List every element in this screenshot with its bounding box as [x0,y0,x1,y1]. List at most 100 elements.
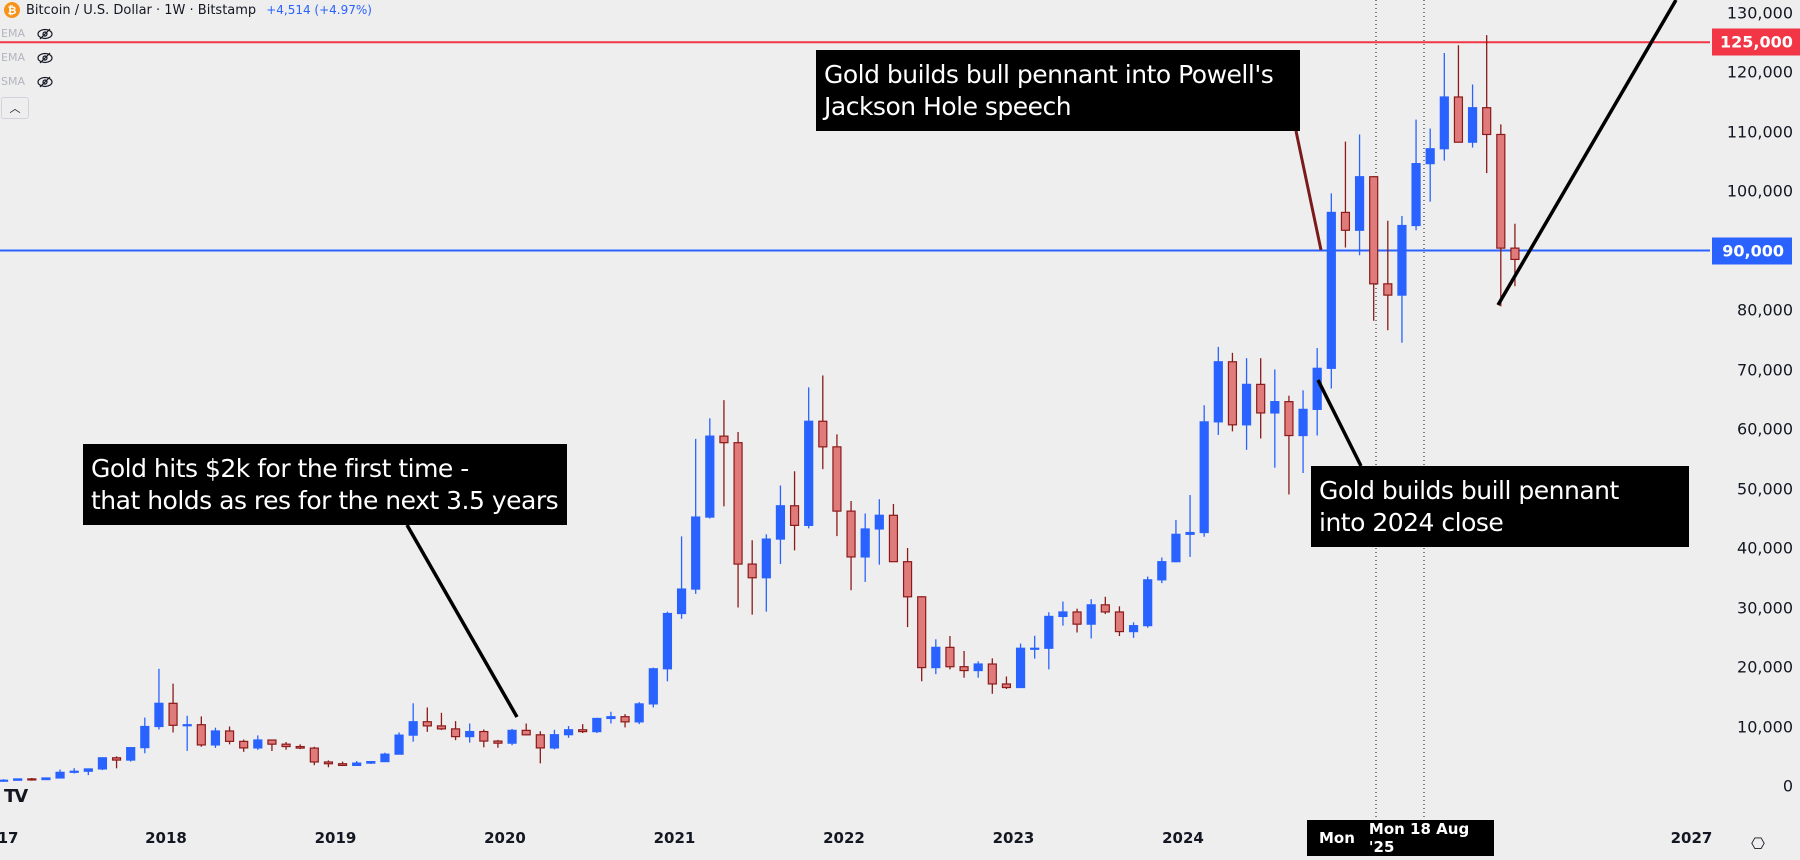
candle-body [0,779,9,782]
candle-body [1453,96,1464,143]
candle-body [1128,625,1139,633]
time-tick-label: 17 [0,829,19,847]
candle-body [789,505,800,526]
candle-body [1086,604,1096,625]
price-tick-label: 70,000 [1737,360,1793,379]
annotation-jackson-hole[interactable]: Gold builds bull pennant into Powell's J… [816,50,1300,131]
candle-body [493,740,503,744]
annotation-2k[interactable]: Gold hits $2k for the first time - that … [83,444,567,525]
candle-body [465,730,475,738]
candle-body [422,721,432,727]
candle-body [295,745,305,749]
candle-body [592,717,602,733]
settings-icon[interactable]: ⎔ [1751,834,1765,853]
candle-body [521,729,531,736]
candle-body [535,734,545,749]
candle-body [1143,579,1153,627]
candle-body [1326,211,1336,369]
candle-body [1185,531,1195,535]
indicator-label: EMA [1,51,25,64]
candle-body [775,505,786,540]
indicator-label: EMA [1,27,25,40]
candle-body [1100,604,1110,613]
time-tick-label: 2019 [314,829,357,847]
price-tick-label: 60,000 [1737,419,1793,439]
time-tick-label: 2020 [484,829,526,847]
candle-body [1114,611,1125,633]
time-tick-label: 2023 [992,829,1035,847]
candle-body [959,666,969,672]
candle-body [648,668,658,705]
indicator-sma[interactable]: SMA [1,75,53,88]
candle-body [41,777,51,781]
indicator-ema-1[interactable]: EMA [1,27,53,40]
candle-body [1439,96,1449,150]
collapse-indicators-button[interactable]: ︿ [1,97,29,119]
candle-body [747,563,757,579]
candle-body [987,663,997,685]
candle-body [366,761,376,764]
candle-body [719,435,729,444]
candle-body [168,702,178,726]
candle-body [1199,421,1209,534]
crosshair-date-left: Mon [1319,829,1355,847]
symbol-title[interactable]: Bitcoin / U.S. Dollar · 1W · Bitstamp [26,2,257,18]
time-tick-label: 2018 [145,829,187,847]
candle-body [973,663,983,672]
candle-body [83,768,93,772]
candle-body [1383,283,1393,296]
candle-body [931,646,941,669]
candle-body [832,446,842,512]
candle-body [1482,107,1492,136]
candle-body [676,588,687,615]
price-tick-label: 10,000 [1737,717,1793,736]
price-tick-label: 110,000 [1726,122,1793,141]
candle-body [1001,683,1012,689]
candle-body [888,514,899,563]
tradingview-logo[interactable]: TV [4,786,28,807]
annotation-pointer-line [1294,130,1323,251]
candle-body [620,716,630,723]
time-tick-label: 2022 [823,829,865,847]
indicator-ema-2[interactable]: EMA [1,51,53,64]
eye-off-icon[interactable] [37,52,53,64]
candle-body [578,729,588,733]
candle-body [846,510,856,558]
candle-body [27,778,37,781]
candle-body [1369,176,1379,285]
crosshair-date-right: Mon 18 Aug '25 [1368,820,1470,856]
candle-body [1354,176,1365,231]
candle-body [1411,163,1421,227]
candle-body [549,734,560,749]
candle-body [352,762,362,767]
price-tick-label: 80,000 [1737,300,1793,320]
eye-off-icon[interactable] [37,28,53,40]
candle-body [55,771,65,779]
candle-body [182,724,192,727]
candle-body [479,730,489,742]
candle-body [1298,408,1308,437]
candle-body [634,703,644,723]
candle-body [253,739,263,749]
candle-body [1397,224,1407,296]
eye-off-icon[interactable] [37,76,53,88]
candle-body [1213,361,1223,423]
price-change: +4,514 (+4.97%) [266,3,372,17]
candle-body [705,435,715,518]
candle-body [394,734,404,755]
annotation-2024-close[interactable]: Gold builds buill pennant into 2024 clos… [1311,466,1689,547]
price-tick-label: 20,000 [1737,657,1793,677]
chevron-up-icon: ︿ [9,102,21,115]
candle-body [945,646,955,668]
candle-body [1270,401,1280,414]
candle-body [1312,367,1322,410]
candle-body [902,561,913,598]
candle-body [1467,107,1478,143]
price-tick-label: 40,000 [1737,538,1793,558]
crosshair-date-label: Mon Mon 18 Aug '25 [1307,820,1494,856]
candle-body [309,747,319,763]
indicator-label: SMA [1,75,25,88]
candle-body [408,721,418,736]
price-tick-label: 130,000 [1726,3,1793,22]
